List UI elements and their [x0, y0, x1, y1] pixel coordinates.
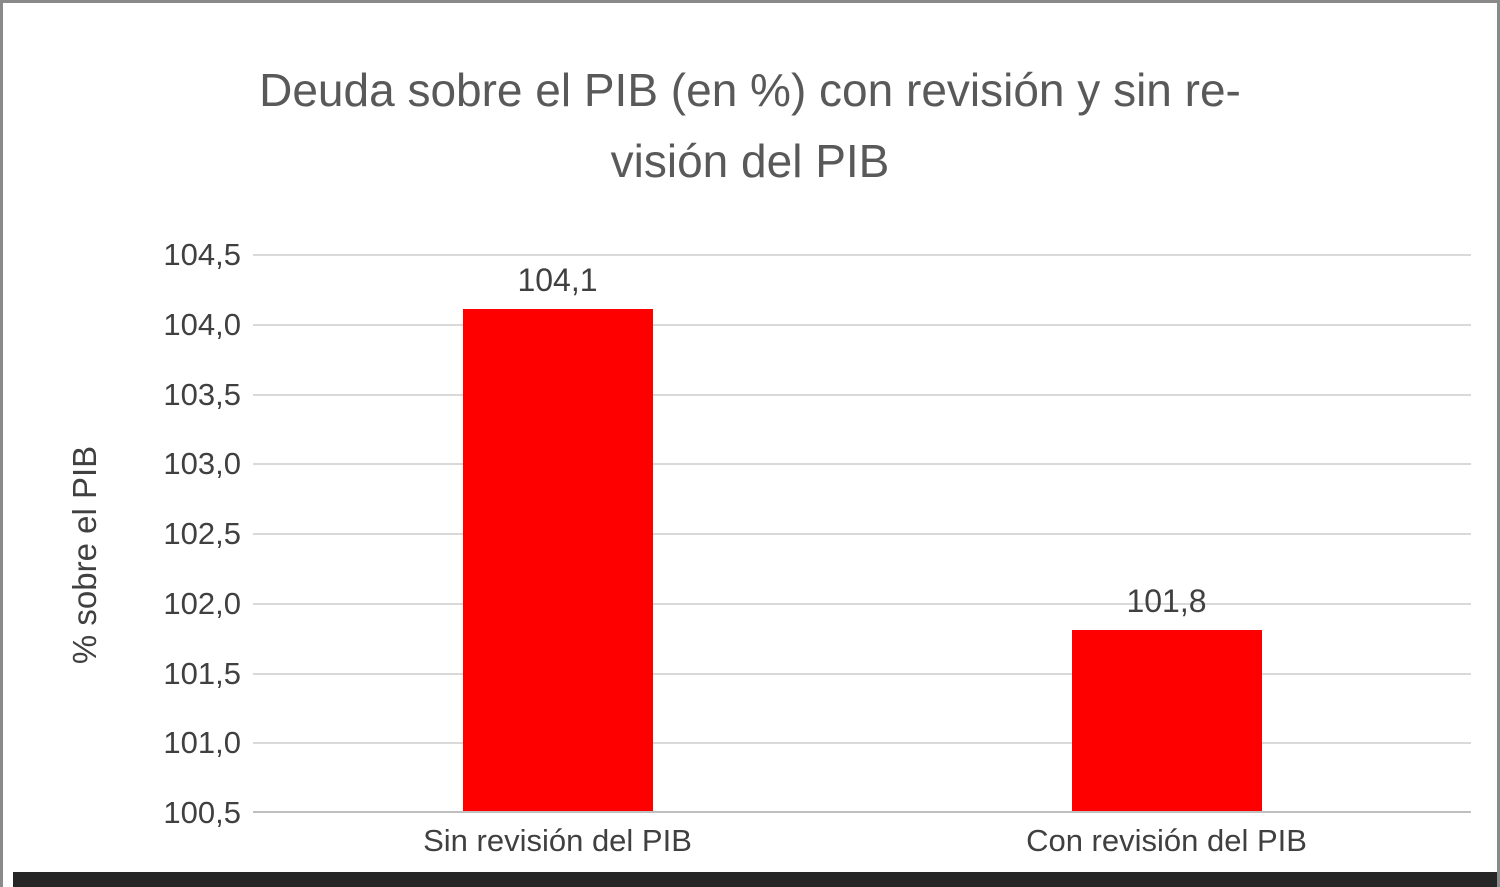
gridline: [253, 323, 1471, 326]
chart-title-line-2: visión del PIB: [610, 135, 890, 187]
gridline: [253, 672, 1471, 675]
x-axis-labels: Sin revisión del PIB Con revisión del PIB: [253, 823, 1471, 867]
category-label: Sin revisión del PIB: [423, 823, 692, 858]
gridline: [253, 533, 1471, 535]
gridline: [253, 742, 1471, 745]
bar-value-label: 101,8: [1126, 582, 1207, 619]
y-tick-label: 104,5: [163, 237, 241, 272]
gridline: [253, 393, 1471, 396]
bar: [462, 308, 653, 811]
category-label: Con revisión del PIB: [1026, 823, 1307, 858]
y-tick-label: 103,0: [163, 446, 241, 482]
gridline: [253, 602, 1471, 605]
gridline: [253, 463, 1471, 466]
y-axis-label: % sobre el PIB: [66, 445, 103, 665]
bottom-strip: [13, 872, 1497, 887]
y-tick-label: 102,0: [163, 585, 241, 621]
bar: [1071, 629, 1262, 811]
bar-value-label: 104,1: [517, 261, 598, 298]
chart-title: Deuda sobre el PIB (en %) con revisión y…: [3, 55, 1497, 197]
gridline: [253, 254, 1471, 256]
y-tick-label: 103,5: [163, 376, 241, 412]
y-tick-label: 102,5: [163, 516, 241, 551]
y-axis-ticks: 104,5 104,0 103,5 103,0 102,5 102,0 101,5 101,0…: [123, 237, 241, 830]
y-tick-label: 101,5: [163, 655, 241, 691]
y-tick-label: 104,0: [163, 306, 241, 342]
y-tick-label: 101,0: [163, 725, 241, 761]
chart-title-line-1: Deuda sobre el PIB (en %) con revisión y…: [259, 64, 1241, 116]
plot-area: 104,1 101,8: [253, 254, 1471, 813]
y-tick-label: 100,5: [163, 795, 241, 830]
